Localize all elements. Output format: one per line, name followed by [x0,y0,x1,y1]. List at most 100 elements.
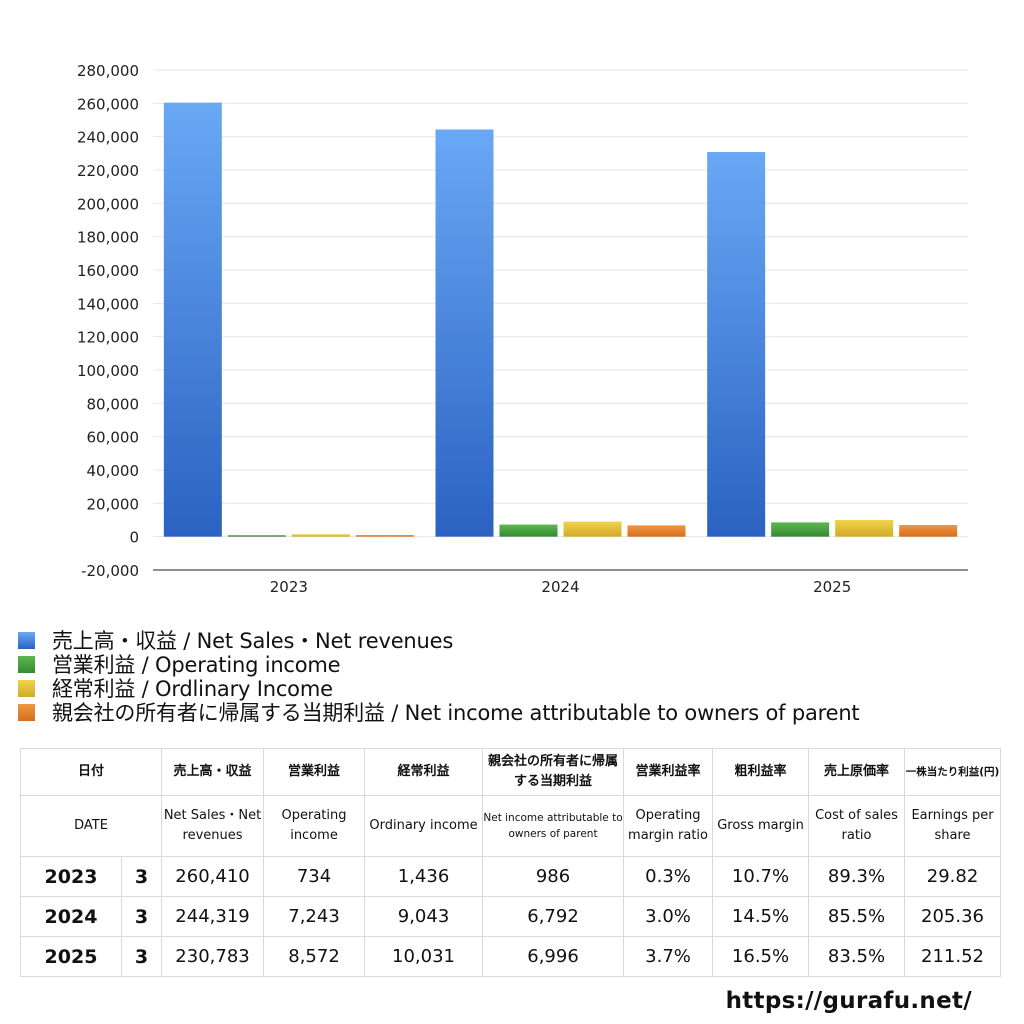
y-tick-label: 80,000 [87,395,140,413]
header-gross-margin-en: Gross margin [712,795,810,857]
bar-2025-series-1 [771,522,830,537]
y-tick-label: 0 [129,529,139,547]
header-cost-ratio-jp: 売上原価率 [808,748,906,796]
header-cost-ratio-en: Cost of sales ratio [808,795,906,857]
x-tick-label: 2025 [813,578,851,596]
cell-gross-margin: 14.5% [712,896,810,937]
header-eps-jp: 一株当たり利益(円) [904,748,1002,796]
cell-year: 2024 [20,896,122,937]
header-date-en: DATE [19,795,163,857]
header-ordinary-income-jp: 経常利益 [364,748,484,796]
cell-month: 3 [120,856,163,897]
cell-operating-margin: 3.0% [623,896,714,937]
header-net-sales-en: Net Sales・Net revenues [161,795,265,857]
y-axis-ticks: 280,000 260,000 240,000 220,000 200,000 180,0… [77,62,139,580]
bar-2024-series-1 [499,524,558,537]
cell-net-income: 6,996 [482,936,625,977]
cell-net-income: 6,792 [482,896,625,937]
bar-2023-series-2 [291,534,350,537]
cell-cost-ratio: 89.3% [808,856,906,897]
cell-net-sales: 244,319 [161,896,265,937]
cell-cost-ratio: 85.5% [808,896,906,937]
cell-net-income: 986 [482,856,625,897]
y-tick-label: 240,000 [77,129,139,147]
x-tick-label: 2023 [270,578,308,596]
x-tick-label: 2024 [541,578,579,596]
financial-data-table: 日付 売上高・収益 営業利益 経常利益 親会社の所有者に帰属する当期利益 営業利… [19,748,1002,977]
bar-2023-series-3 [355,535,414,537]
header-row-en: DATE Net Sales・Net revenues Operating in… [19,795,1002,857]
cell-ordinary-income: 10,031 [364,936,484,977]
cell-cost-ratio: 83.5% [808,936,906,977]
cell-month: 3 [120,896,163,937]
legend-item-operating-income: 営業利益 / Operating income [18,652,1018,677]
table-row: 2025 3 230,783 8,572 10,031 6,996 3.7% 1… [20,936,1002,977]
bar-2023-series-0 [163,102,222,537]
cell-operating-margin: 0.3% [623,856,714,897]
cell-operating-margin: 3.7% [623,936,714,977]
cell-gross-margin: 10.7% [712,856,810,897]
legend-label: 経常利益 / Ordlinary Income [52,677,333,701]
cell-operating-income: 734 [263,856,366,897]
header-gross-margin-jp: 粗利益率 [712,748,810,796]
y-tick-label: 60,000 [87,429,140,447]
bar-2024-series-3 [627,525,686,537]
legend-label: 親会社の所有者に帰属する当期利益 / Net income attributab… [52,701,860,725]
legend-swatch-net-sales [18,631,35,649]
y-tick-label: 20,000 [87,495,140,513]
header-ordinary-income-en: Ordinary income [364,795,484,857]
header-net-income-jp: 親会社の所有者に帰属する当期利益 [482,748,625,796]
cell-operating-income: 7,243 [263,896,366,937]
cell-eps: 205.36 [904,896,1002,937]
y-tick-label: 100,000 [77,362,139,380]
y-tick-label: 220,000 [77,162,139,180]
x-axis-ticks: 2023 2024 2025 [270,578,852,596]
cell-ordinary-income: 1,436 [364,856,484,897]
y-tick-label: 180,000 [77,229,139,247]
cell-operating-income: 8,572 [263,936,366,977]
bar-2025-series-0 [707,152,766,537]
gridlines [153,69,968,571]
y-tick-label: -20,000 [81,562,139,580]
header-operating-margin-en: Operating margin ratio [623,795,714,857]
bar-2024-series-0 [435,129,494,537]
bar-2025-series-2 [835,519,894,537]
header-row-jp: 日付 売上高・収益 営業利益 経常利益 親会社の所有者に帰属する当期利益 営業利… [19,748,1002,796]
cell-net-sales: 230,783 [161,936,265,977]
cell-gross-margin: 16.5% [712,936,810,977]
legend-label: 売上高・収益 / Net Sales・Net revenues [52,629,454,653]
cell-eps: 29.82 [904,856,1002,897]
legend-swatch-net-income [18,703,35,721]
legend-swatch-ordinary-income [18,679,35,697]
header-operating-income-jp: 営業利益 [263,748,366,796]
y-tick-label: 120,000 [77,329,139,347]
cell-ordinary-income: 9,043 [364,896,484,937]
header-date-jp: 日付 [19,748,163,796]
bar-2024-series-2 [563,521,622,537]
bar-2025-series-3 [899,525,958,537]
table-row: 2023 3 260,410 734 1,436 986 0.3% 10.7% … [20,856,1002,897]
legend: 売上高・収益 / Net Sales・Net revenues 営業利益 / O… [18,628,1018,725]
legend-item-net-sales: 売上高・収益 / Net Sales・Net revenues [18,628,1018,653]
y-tick-label: 260,000 [77,95,139,113]
bar-chart: 280,000 260,000 240,000 220,000 200,000 180,0… [77,62,968,596]
legend-item-net-income: 親会社の所有者に帰属する当期利益 / Net income attributab… [18,700,1018,725]
y-tick-label: 160,000 [77,262,139,280]
header-operating-margin-jp: 営業利益率 [623,748,714,796]
legend-label: 営業利益 / Operating income [52,653,341,677]
cell-eps: 211.52 [904,936,1002,977]
bars [163,102,958,537]
y-tick-label: 280,000 [77,62,139,80]
header-net-income-en: Net income attributable to owners of par… [482,795,625,857]
legend-swatch-operating-income [18,655,35,673]
cell-year: 2023 [20,856,122,897]
legend-item-ordinary-income: 経常利益 / Ordlinary Income [18,676,1018,701]
y-tick-label: 40,000 [87,462,140,480]
header-net-sales-jp: 売上高・収益 [161,748,265,796]
header-operating-income-en: Operating income [263,795,366,857]
table-row: 2024 3 244,319 7,243 9,043 6,792 3.0% 14… [20,896,1002,937]
y-tick-label: 200,000 [77,195,139,213]
site-url: https://gurafu.net/ [725,988,972,1014]
bar-2023-series-1 [227,535,286,537]
cell-year: 2025 [20,936,122,977]
